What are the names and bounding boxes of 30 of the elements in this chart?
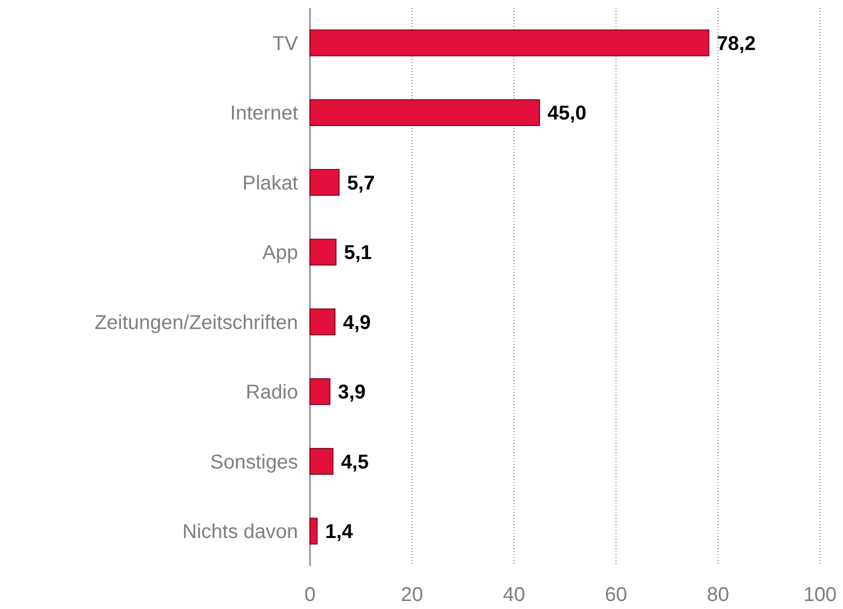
y-tick-label: Internet — [230, 102, 298, 125]
x-tick-label: 0 — [304, 584, 316, 606]
data-label: 5,7 — [347, 172, 375, 194]
bar — [310, 238, 337, 266]
y-tick-label: Zeitungen/Zeitschriften — [94, 312, 298, 334]
y-tick-label: Plakat — [242, 172, 298, 194]
data-label: 4,5 — [340, 451, 369, 474]
data-label: 3,9 — [338, 382, 366, 404]
data-label: 78,2 — [716, 32, 756, 55]
bar — [310, 29, 710, 56]
x-tick-label: 100 — [803, 584, 837, 606]
bar — [310, 448, 334, 475]
y-tick-label: Sonstiges — [210, 451, 298, 474]
data-label: 5,1 — [344, 242, 372, 264]
data-label: 1,4 — [325, 521, 354, 544]
data-label: 4,9 — [342, 312, 371, 334]
y-tick-label: TV — [272, 32, 299, 55]
y-tick-label: Nichts davon — [182, 521, 298, 544]
bar — [310, 99, 540, 126]
bar — [310, 308, 336, 336]
data-label: 45,0 — [548, 102, 586, 125]
x-tick-label: 20 — [400, 584, 424, 606]
x-tick-label: 60 — [604, 584, 628, 606]
bar — [310, 518, 318, 545]
bar — [310, 378, 330, 406]
y-tick-label: Radio — [246, 382, 298, 404]
x-tick-label: 80 — [706, 584, 730, 606]
x-tick-label: 40 — [502, 584, 526, 606]
bar — [310, 168, 340, 196]
y-tick-label: App — [262, 242, 298, 264]
